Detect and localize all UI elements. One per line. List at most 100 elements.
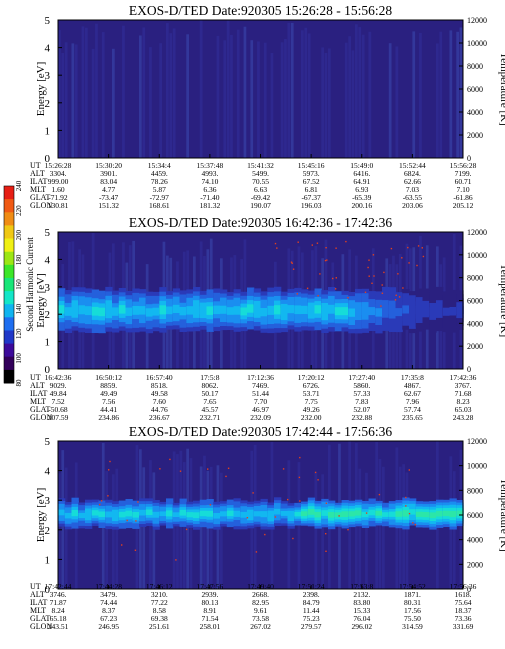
data-point	[383, 271, 385, 274]
y2-axis-label: Temperature [K]	[498, 478, 505, 551]
band-cell	[260, 308, 268, 317]
texture-column	[388, 43, 392, 159]
row-value: 246.95	[98, 622, 119, 631]
row-value: 73.58	[252, 614, 269, 623]
band-cell	[402, 510, 410, 517]
row-value: 17:44:28	[95, 582, 122, 591]
row-value: 314.59	[402, 622, 423, 631]
data-point	[107, 495, 109, 497]
data-point	[373, 275, 375, 277]
texture-column	[358, 27, 362, 158]
data-point	[225, 475, 227, 478]
row-value: 17:54:52	[399, 582, 426, 591]
texture-column	[290, 22, 294, 159]
band-cell	[382, 512, 390, 517]
row-value: 15:45:16	[298, 161, 325, 170]
data-point	[326, 259, 328, 261]
band-cell	[328, 304, 336, 314]
band-cell	[199, 510, 208, 517]
texture-column	[459, 27, 463, 158]
band-cell	[341, 511, 349, 517]
row-value: 7.65	[203, 397, 216, 406]
data-point	[175, 559, 177, 561]
data-point	[390, 247, 393, 250]
row-value: 80.31	[404, 598, 421, 607]
row-value: 52.07	[353, 405, 370, 414]
band-cell	[348, 511, 356, 517]
data-point	[159, 468, 161, 470]
row-value: 53.71	[303, 389, 320, 398]
row-value: 75.23	[303, 614, 320, 623]
data-point	[108, 469, 110, 471]
texture-column	[439, 31, 443, 159]
data-point	[317, 295, 319, 297]
y-tick-label: 4	[45, 254, 51, 266]
row-value: 74.10	[201, 177, 218, 186]
colorbar-segment	[4, 330, 14, 345]
row-label: ILAT	[30, 177, 47, 186]
data-point	[135, 520, 137, 522]
row-label: MLT	[30, 185, 46, 194]
texture-column	[58, 473, 61, 589]
band-cell	[301, 511, 309, 517]
band-cell	[429, 512, 437, 519]
y2-tick-label: 12000	[467, 228, 487, 237]
row-value: -73.47	[99, 193, 119, 202]
row-value: 11.44	[303, 606, 320, 615]
texture-column	[166, 23, 169, 158]
texture-column	[122, 25, 125, 159]
data-point	[345, 240, 347, 243]
data-point	[99, 503, 101, 506]
texture-column	[405, 472, 409, 589]
data-point	[179, 470, 182, 472]
row-value: 62.67	[404, 389, 421, 398]
row-value: 76.04	[353, 614, 370, 623]
data-point	[325, 550, 327, 552]
data-point	[395, 294, 397, 296]
texture-column	[348, 36, 351, 159]
y2-tick-label: 4000	[467, 319, 483, 328]
texture-column	[74, 44, 78, 158]
row-value: 17:42:36	[450, 373, 477, 382]
data-point	[332, 277, 334, 280]
data-point	[347, 297, 349, 299]
band-cell	[58, 305, 66, 314]
band-cell	[382, 304, 390, 314]
band-cell	[166, 510, 174, 517]
colorbar-segment	[4, 277, 14, 292]
row-value: 15:34:4	[148, 161, 171, 170]
band-cell	[375, 510, 383, 516]
band-cell	[307, 306, 316, 315]
band-cell	[287, 513, 295, 519]
data-point	[338, 515, 340, 517]
row-value: 2132.	[353, 590, 370, 599]
row-value: 17:42:44	[45, 582, 72, 591]
band-cell	[145, 308, 154, 317]
y-tick-label: 3	[45, 70, 51, 82]
y2-tick-label: 12000	[467, 16, 487, 25]
data-point	[335, 247, 337, 249]
data-point	[416, 264, 418, 267]
texture-column	[358, 468, 362, 589]
data-point	[317, 479, 319, 481]
y2-tick-label: 10000	[467, 462, 487, 471]
row-value: 15:49:0	[350, 161, 373, 170]
data-point	[347, 529, 349, 531]
y2-tick-label: 6000	[467, 511, 483, 520]
band-cell	[436, 510, 444, 517]
band-cell	[415, 511, 424, 517]
row-value: 8.23	[456, 397, 469, 406]
row-label: GLON	[30, 413, 52, 422]
row-label: ILAT	[30, 389, 47, 398]
row-value: 7.10	[456, 185, 469, 194]
y2-tick-label: 0	[467, 154, 471, 163]
colorbar-tick-label: 120	[15, 328, 23, 339]
row-value: 181.32	[200, 201, 221, 210]
data-point	[109, 460, 111, 463]
row-value: 67.23	[100, 614, 117, 623]
texture-column	[139, 35, 142, 158]
band-cell	[71, 510, 79, 517]
band-cell	[361, 511, 370, 518]
band-cell	[409, 509, 417, 515]
y2-axis-label: Temperature [K]	[498, 264, 505, 337]
